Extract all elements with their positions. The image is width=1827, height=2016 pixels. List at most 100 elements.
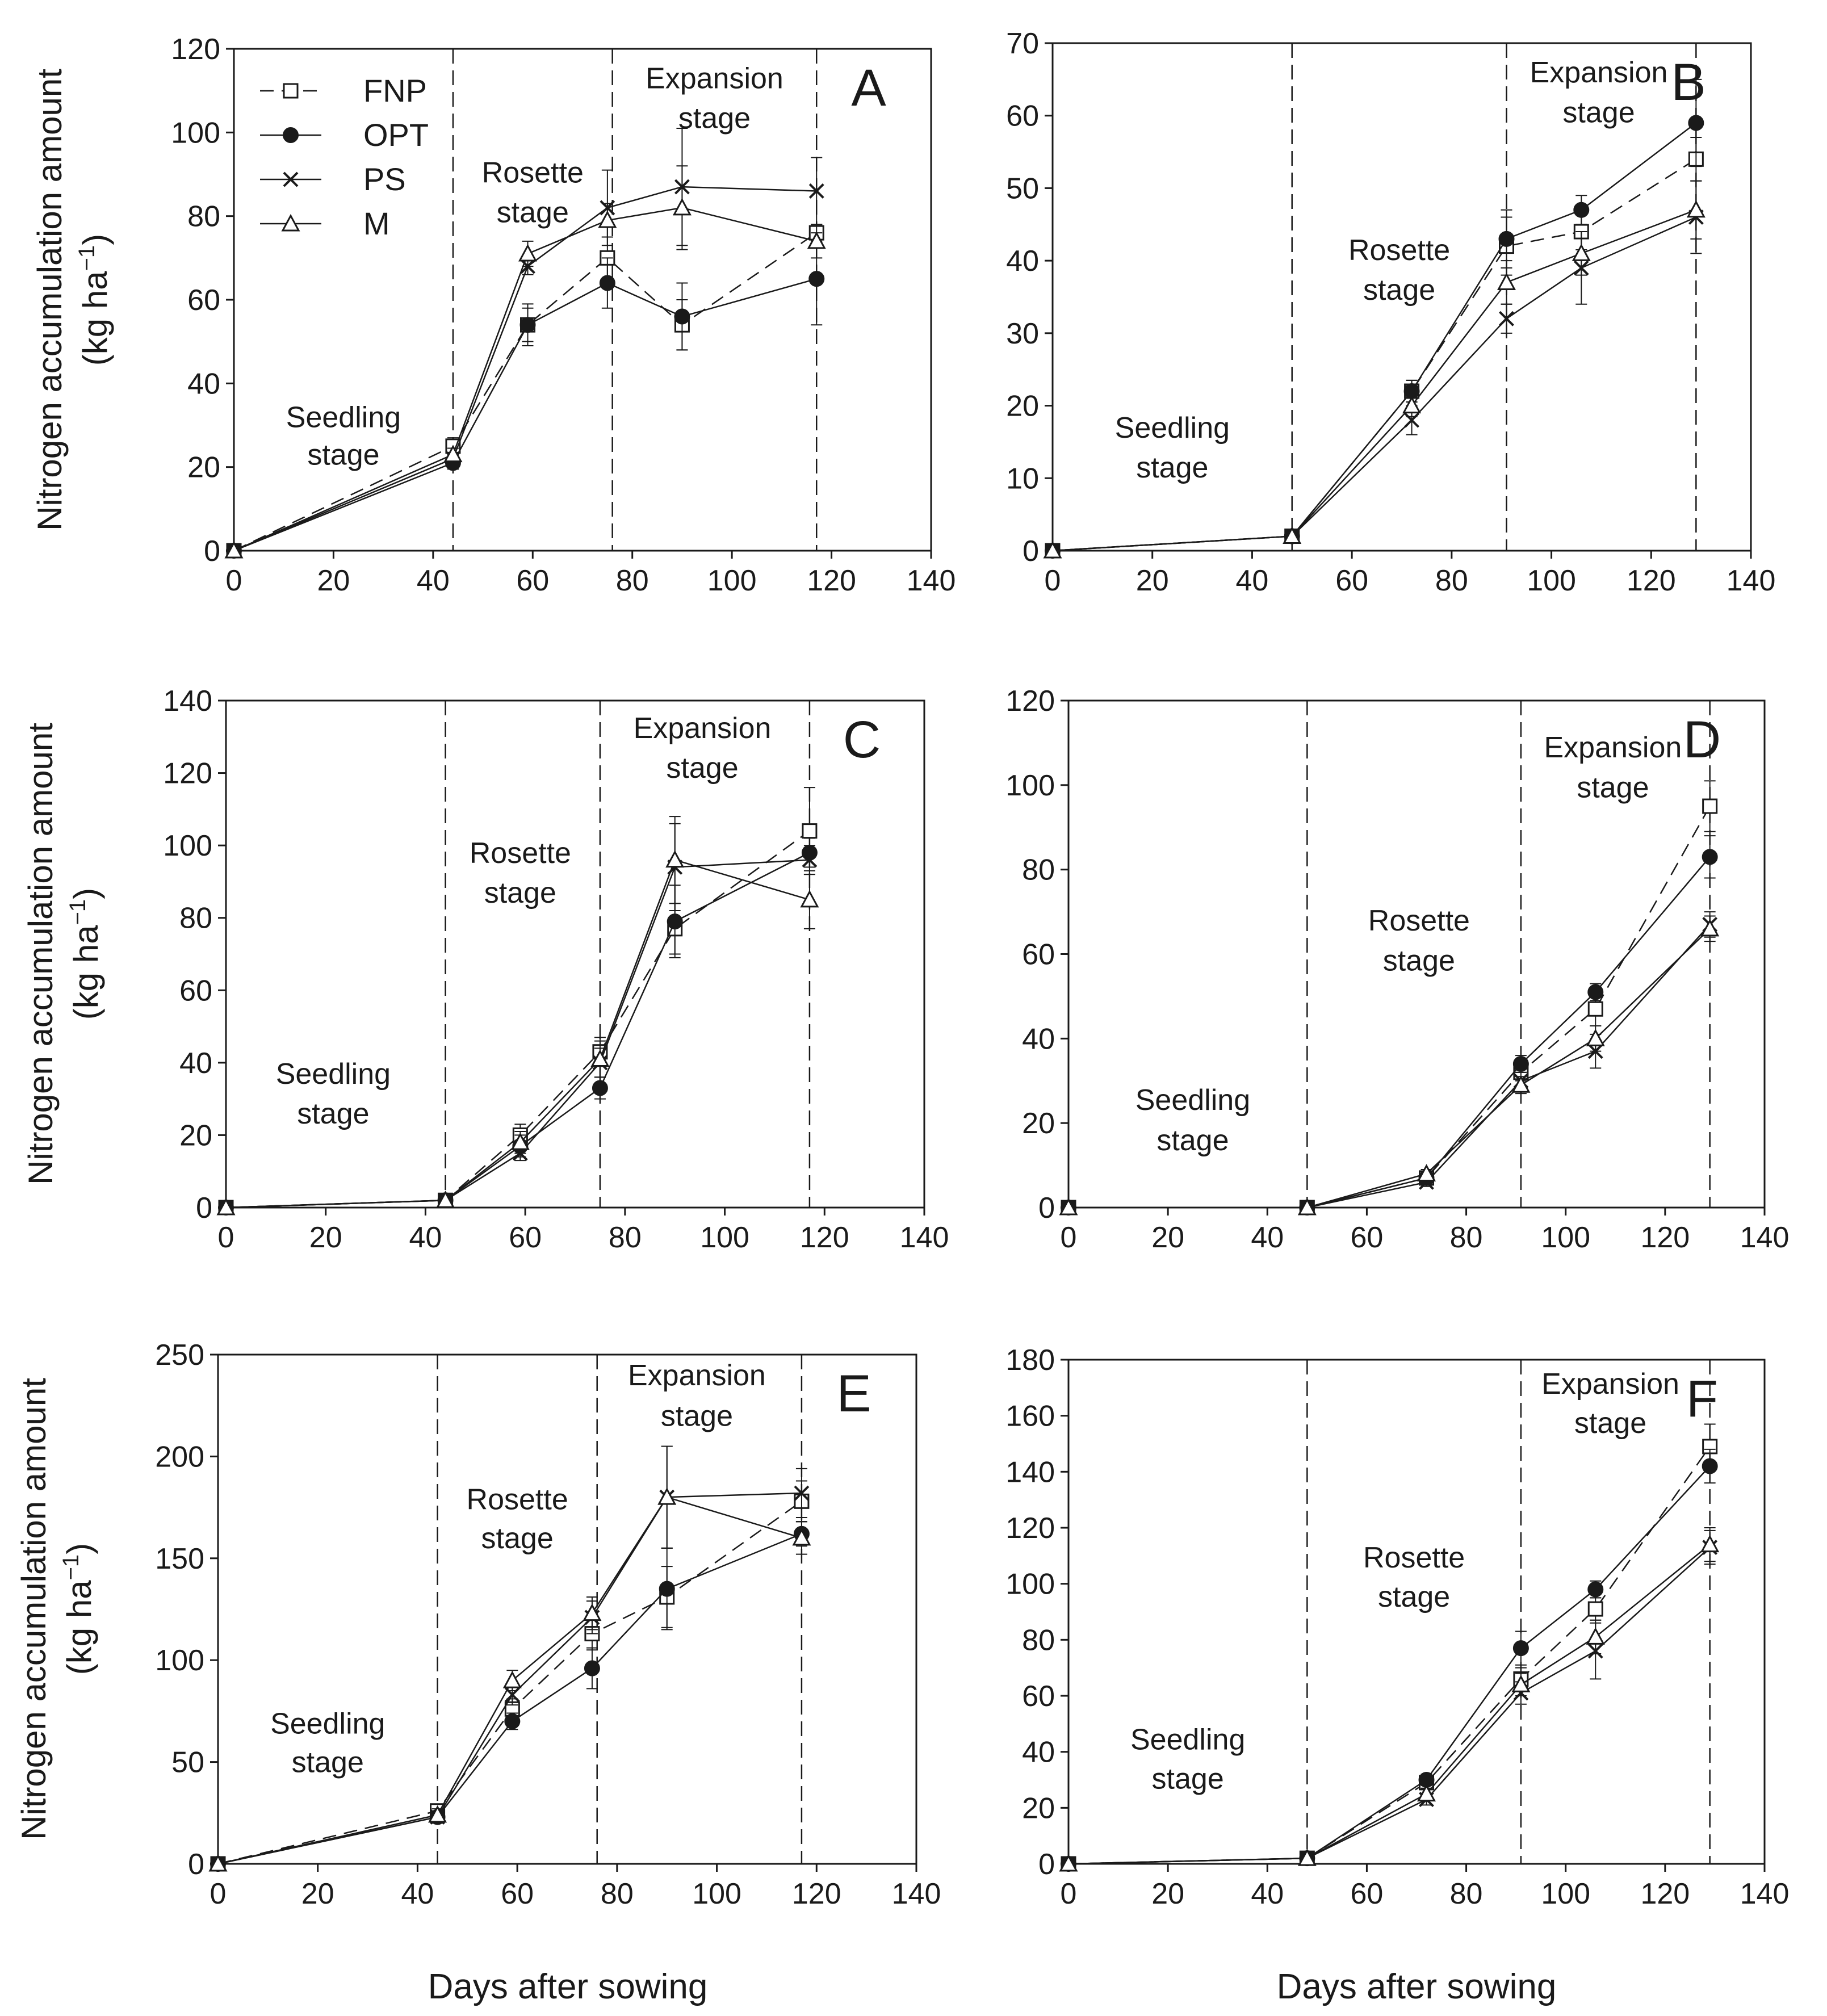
y-tick-label: 60 (1022, 938, 1055, 971)
x-tick-label: 20 (1151, 1877, 1184, 1910)
plot-frame (225, 699, 925, 1209)
x-tick-label: 80 (609, 1221, 642, 1254)
y-tick-label: 70 (1006, 27, 1039, 60)
x-tick-label: 40 (417, 564, 450, 597)
stage-label: Rosette (482, 156, 584, 189)
legend-entry-opt: OPT (260, 117, 429, 153)
x-tick-label: 80 (1450, 1877, 1483, 1910)
series-line (217, 1496, 802, 1865)
y-tick-label: 140 (1005, 1456, 1055, 1489)
data-point (665, 850, 685, 868)
x-tick-label: 0 (1045, 564, 1061, 597)
data-point (519, 317, 536, 333)
y-tick-label: 100 (171, 116, 220, 149)
y-tick-label: 100 (1005, 769, 1055, 802)
plot-frame (233, 48, 932, 552)
x-tick-label: 120 (800, 1221, 849, 1254)
data-point (792, 1528, 811, 1546)
stage-label: Rosette (467, 1483, 568, 1516)
stage-label: stage (1577, 772, 1649, 804)
legend-marker (283, 127, 299, 143)
data-point (800, 890, 819, 908)
data-point (1297, 1197, 1317, 1216)
data-point (1417, 1164, 1436, 1181)
data-point (1512, 1640, 1529, 1657)
data-point (1512, 1055, 1529, 1072)
legend-entry-ps: PS (260, 161, 406, 197)
stage-label: Expansion (646, 62, 783, 95)
x-tick-label: 0 (218, 1221, 234, 1254)
data-point (1059, 1854, 1078, 1872)
x-tick-label: 140 (1740, 1221, 1790, 1254)
series-opt (1061, 1448, 1718, 1872)
y-tick-label: 40 (1022, 1022, 1055, 1055)
x-tick-label: 120 (1640, 1877, 1690, 1910)
x-tick-label: 140 (900, 1221, 949, 1254)
y-tick-label: 80 (1022, 854, 1055, 887)
x-tick-label: 40 (1251, 1877, 1284, 1910)
stage-label: stage (1383, 945, 1455, 978)
stage-label: stage (1156, 1124, 1229, 1157)
y-tick-label: 140 (163, 685, 212, 718)
stage-label: Rosette (470, 837, 571, 870)
x-tick-label: 60 (516, 564, 549, 597)
data-point (1497, 273, 1516, 290)
panel-letter: C (843, 711, 881, 769)
plot-frame (1051, 42, 1752, 552)
series-m (208, 1445, 811, 1872)
x-tick-label: 60 (1351, 1877, 1384, 1910)
stage-label: Seedling (1135, 1084, 1250, 1117)
legend-entry-m: M (260, 206, 390, 241)
y-tick-label: 0 (196, 1192, 212, 1225)
data-point (1686, 200, 1706, 218)
x-tick-label: 80 (1450, 1221, 1483, 1254)
x-tick-label: 140 (1727, 564, 1776, 597)
x-tick-label: 60 (509, 1221, 542, 1254)
x-tick-label: 20 (309, 1221, 342, 1254)
data-point (1702, 1458, 1718, 1474)
stage-label: stage (1574, 1407, 1646, 1440)
data-point (208, 1854, 228, 1872)
data-point (1417, 1784, 1436, 1802)
stage-label: Expansion (1530, 56, 1668, 89)
x-tick-label: 60 (1335, 564, 1368, 597)
y-tick-label: 120 (163, 757, 212, 790)
series-line (1052, 158, 1697, 552)
series-m (224, 165, 826, 559)
data-point (1043, 540, 1062, 559)
data-point (1498, 230, 1515, 247)
data-point (794, 1485, 810, 1501)
y-tick-label: 100 (163, 829, 212, 862)
data-point (1499, 311, 1514, 326)
stage-label: Expansion (1541, 1368, 1679, 1401)
x-tick-label: 20 (1151, 1221, 1184, 1254)
legend: FNP OPT PS M (260, 73, 429, 241)
y-tick-label: 40 (1022, 1736, 1055, 1769)
stage-label: stage (1136, 451, 1208, 484)
data-point (1587, 1581, 1604, 1598)
plot-frame (217, 1353, 917, 1865)
data-point (443, 445, 463, 463)
x-tick-label: 80 (1435, 564, 1468, 597)
x-tick-label: 120 (1640, 1221, 1690, 1254)
data-point (657, 1487, 677, 1505)
data-point (1511, 1675, 1531, 1692)
data-point (1402, 396, 1422, 414)
series-line (1052, 209, 1696, 552)
x-tick-label: 20 (301, 1877, 334, 1910)
legend-marker (283, 171, 299, 187)
y-tick-label: 200 (155, 1440, 204, 1473)
y-tick-label: 250 (155, 1339, 204, 1372)
y-tick-label: 20 (1022, 1792, 1055, 1825)
x-tick-label: 0 (210, 1877, 227, 1910)
chart-panel-a: 0 20 40 60 80 100 120 140 0 20 40 60 80 100 120 Seedlin… (171, 33, 956, 597)
stage-label: stage (1152, 1763, 1224, 1796)
data-point (1511, 1075, 1531, 1093)
x-axis-label-right: Days after sowing (1277, 1967, 1557, 2006)
series-m (1059, 1527, 1720, 1872)
stage-label: stage (1378, 1581, 1450, 1613)
stage-label: Rosette (1368, 904, 1470, 937)
data-point (599, 275, 615, 291)
data-point (428, 1805, 447, 1823)
series-m (216, 816, 819, 1216)
